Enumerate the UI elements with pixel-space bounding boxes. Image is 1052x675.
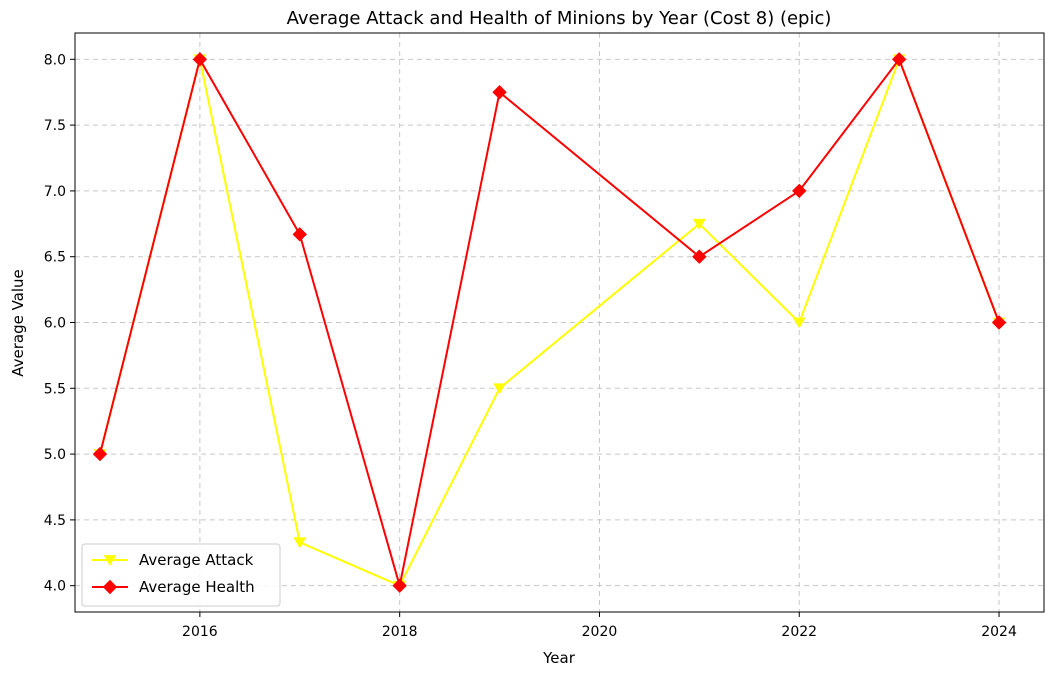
series-layer <box>92 52 1007 593</box>
y-tick-label: 4.0 <box>44 579 66 595</box>
legend-item: Average Health <box>92 578 255 596</box>
x-tick-label: 2018 <box>382 624 418 640</box>
data-point <box>991 315 1007 330</box>
data-point <box>692 249 707 264</box>
legend: Average Attack Average Health <box>81 543 281 607</box>
x-tick-label: 2022 <box>781 624 817 640</box>
chart-title: Average Attack and Health of Minions by … <box>287 8 832 29</box>
series-line <box>99 56 1000 587</box>
data-point <box>692 218 706 230</box>
legend-label: Average Health <box>139 578 255 596</box>
x-axis-label: Year <box>542 649 576 667</box>
data-point <box>492 85 507 100</box>
data-point <box>292 227 307 242</box>
data-point <box>392 578 407 593</box>
y-tick-label: 4.5 <box>44 513 66 529</box>
legend-item: Average Attack <box>92 551 254 569</box>
y-tick-label: 6.5 <box>44 250 66 266</box>
legend-label: Average Attack <box>139 551 254 569</box>
data-point <box>792 183 807 199</box>
legend-box <box>81 543 281 607</box>
y-axis-ticks: 4.0 4.5 5.0 5.5 6.0 6.5 7.0 7.5 8.0 <box>44 52 75 595</box>
grid-lines <box>75 33 1044 612</box>
y-tick-label: 7.5 <box>44 118 66 134</box>
legend-marker <box>103 555 117 566</box>
x-tick-label: 2020 <box>582 624 618 640</box>
y-axis-label: Average Value <box>9 269 27 377</box>
series-line <box>99 56 1000 586</box>
legend-marker <box>102 579 118 595</box>
data-point <box>493 383 506 395</box>
data-point <box>792 317 806 329</box>
y-tick-label: 7.0 <box>44 184 66 200</box>
y-tick-label: 5.0 <box>44 447 66 463</box>
y-tick-label: 5.5 <box>44 381 66 397</box>
y-tick-label: 8.0 <box>44 52 66 68</box>
x-tick-label: 2024 <box>981 624 1017 640</box>
series-average-health <box>92 52 1007 593</box>
data-point <box>92 446 108 462</box>
x-tick-label: 2016 <box>182 624 218 640</box>
data-point <box>192 52 208 67</box>
data-point <box>293 537 307 549</box>
data-point <box>891 52 907 67</box>
y-tick-label: 6.0 <box>44 316 66 332</box>
x-axis-ticks: 2016 2018 2020 2022 2024 <box>182 612 1017 640</box>
